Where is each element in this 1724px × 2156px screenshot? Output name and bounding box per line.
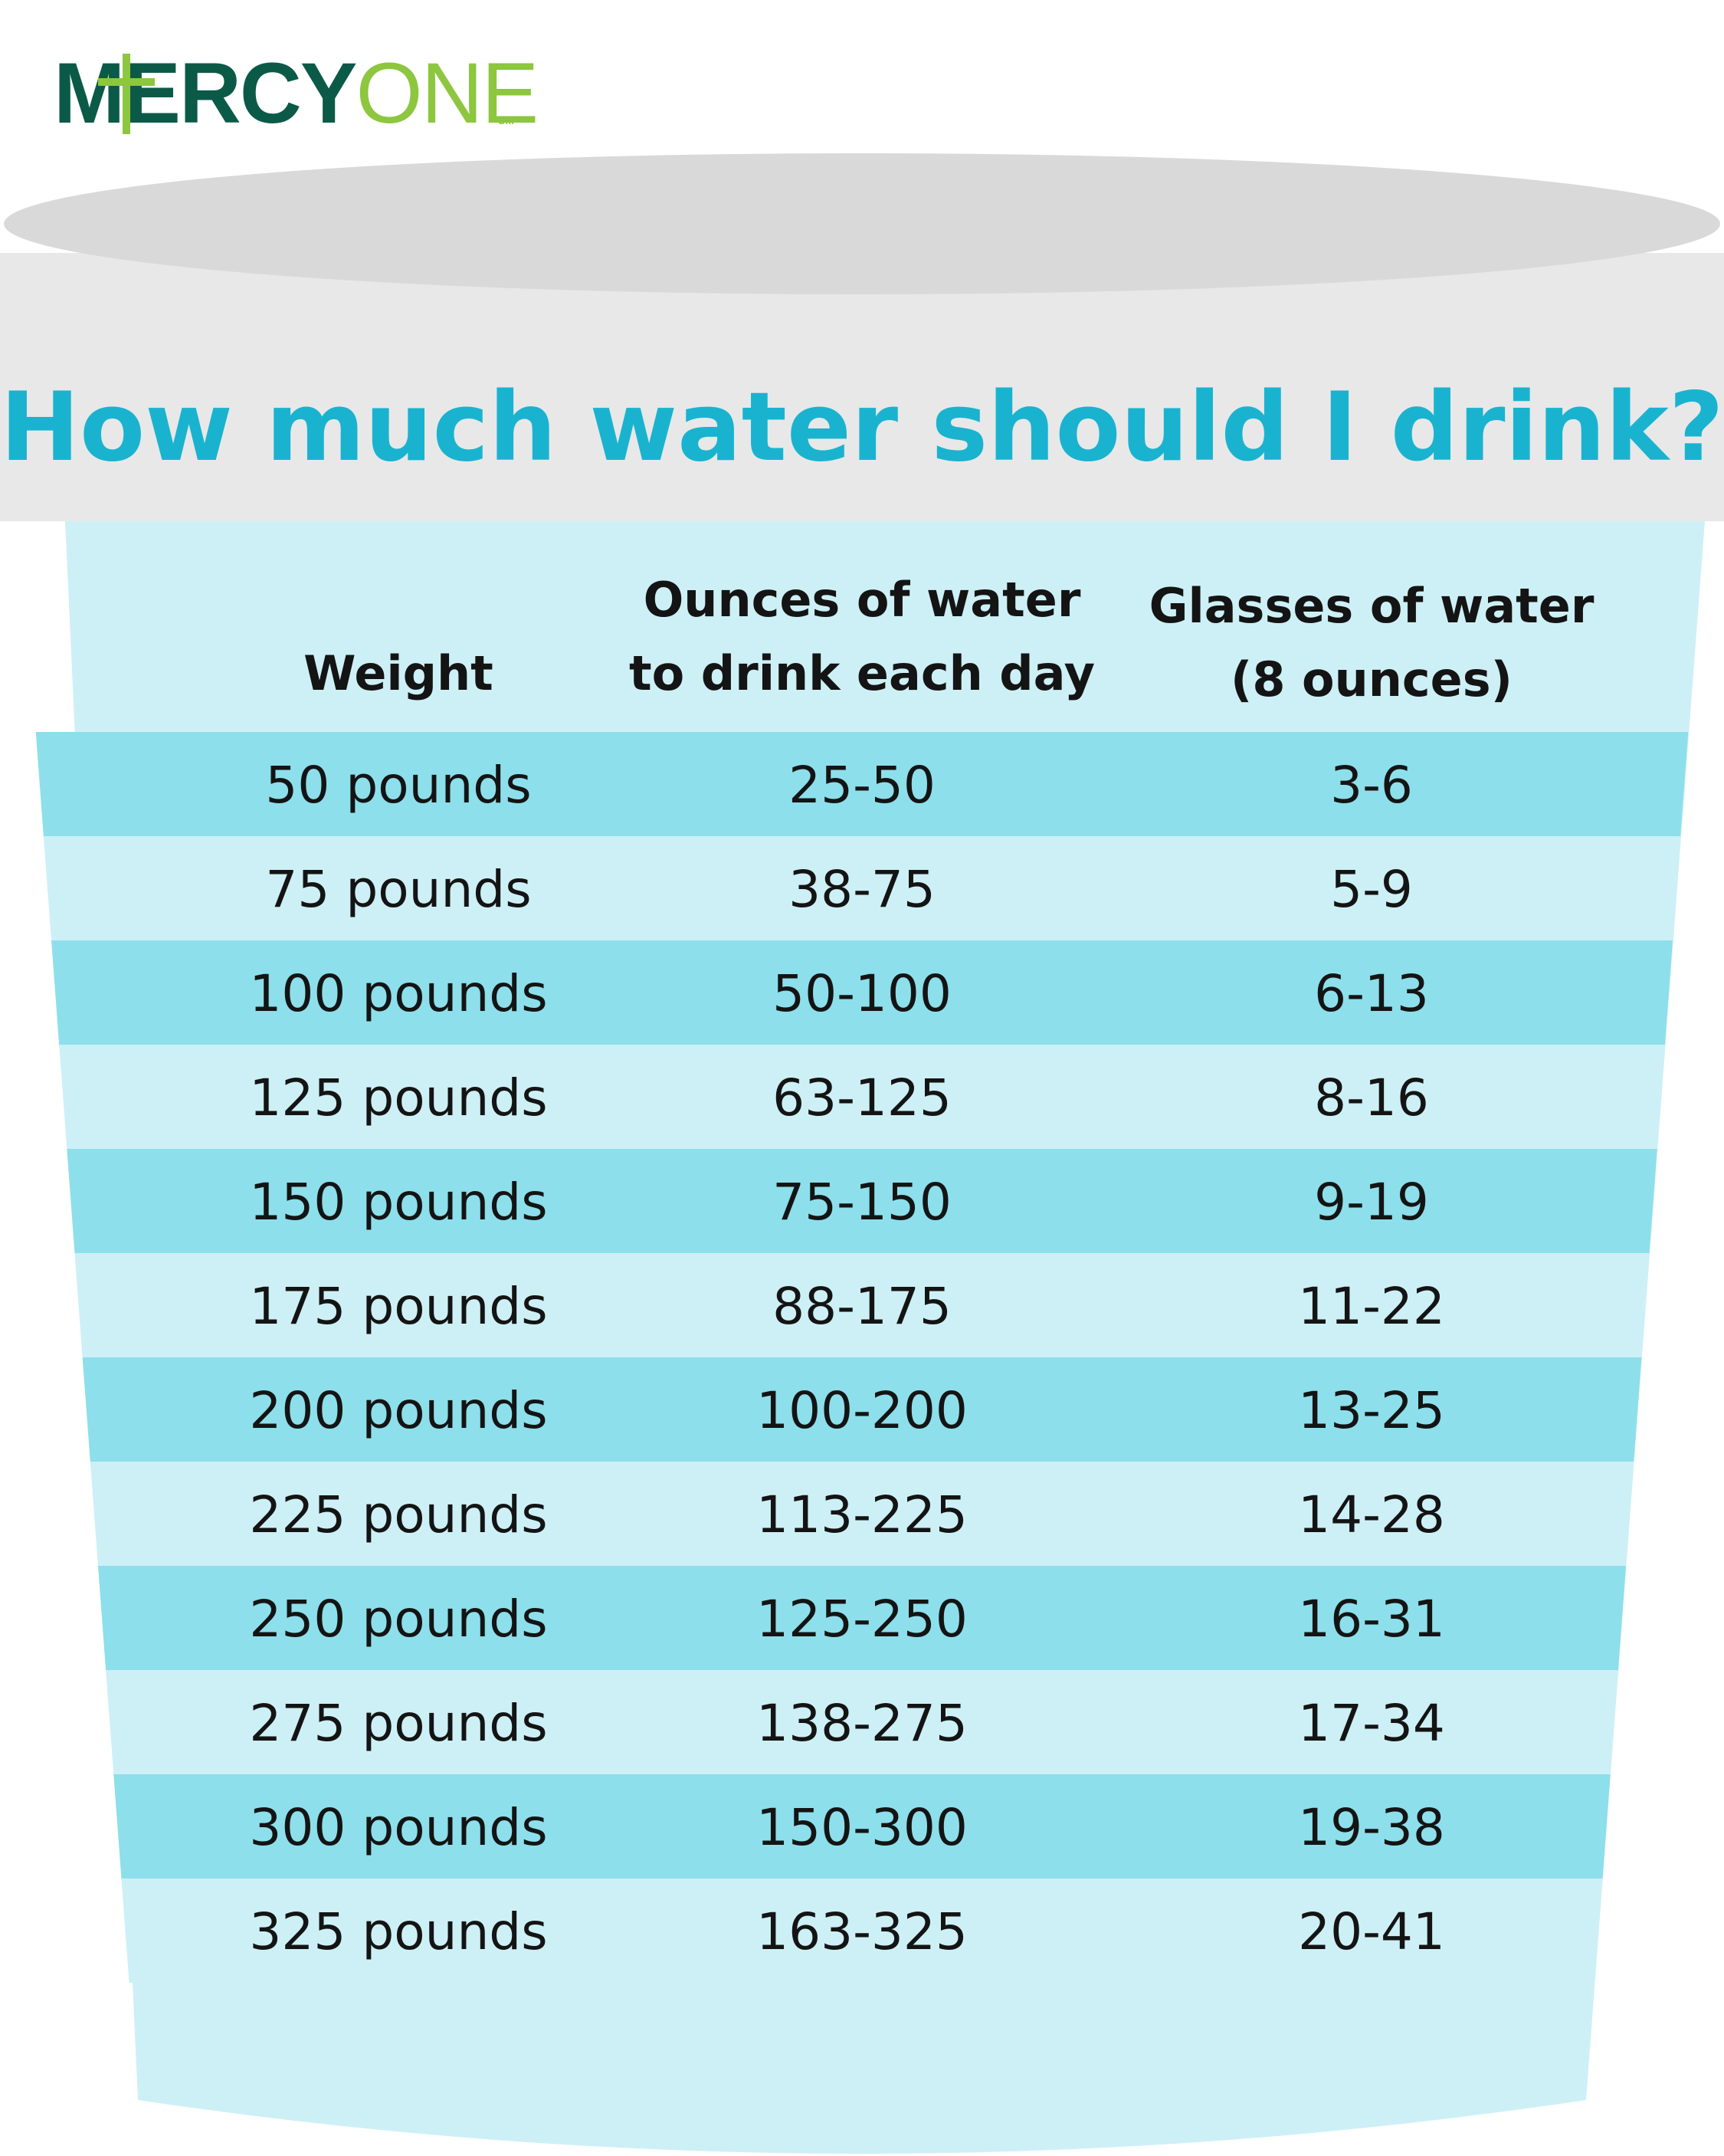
table-cell: 163-325 (756, 1902, 968, 1961)
table-cell: 100 pounds (249, 964, 547, 1023)
logo-service-mark: SM (498, 114, 514, 126)
table-cell: 25-50 (788, 756, 936, 815)
column-header: Ounces of water to drink each day (629, 572, 1095, 701)
table-cell: 20-41 (1298, 1902, 1445, 1961)
row-band (0, 1253, 1724, 1357)
table-cell: 50-100 (772, 964, 952, 1023)
table-cell: 300 pounds (249, 1798, 547, 1857)
table-row: 50 pounds 25-50 3-6 (265, 756, 1413, 815)
row-band (0, 1357, 1724, 1462)
table-cell: 14-28 (1298, 1485, 1445, 1544)
table-cell: 63-125 (772, 1068, 952, 1127)
row-band (0, 1566, 1724, 1670)
row-band (0, 1462, 1724, 1566)
table-cell: 275 pounds (249, 1694, 547, 1753)
row-band (0, 1879, 1724, 1983)
logo-text-one: ONE (356, 45, 537, 141)
logo-cross-vertical (123, 54, 130, 134)
table-row: 75 pounds 38-75 5-9 (265, 860, 1413, 919)
table-cell: 150 pounds (249, 1173, 547, 1232)
row-band (0, 1774, 1724, 1879)
logo-cross-horizontal (98, 78, 155, 86)
table-cell: 175 pounds (249, 1277, 547, 1336)
table-cell: 200 pounds (249, 1381, 547, 1440)
table-cell: 125 pounds (249, 1068, 547, 1127)
row-band (0, 1670, 1724, 1774)
table-cell: 138-275 (756, 1694, 968, 1753)
column-header: Glasses of water (8 ounces) (1149, 578, 1595, 707)
table-cell: 50 pounds (265, 756, 531, 815)
table-cell: 75 pounds (265, 860, 531, 919)
table-cell: 17-34 (1298, 1694, 1445, 1753)
glass-rim-front (0, 253, 1724, 521)
table-cell: 113-225 (756, 1485, 968, 1544)
table-cell: 3-6 (1330, 756, 1413, 815)
glass-rim-top (4, 153, 1720, 294)
glass (0, 153, 1724, 2154)
table-cell: 11-22 (1298, 1277, 1445, 1336)
table-row: 250 pounds 125-250 16-31 (249, 1590, 1444, 1649)
table-cell: 75-150 (772, 1173, 952, 1232)
table-row: 325 pounds 163-325 20-41 (249, 1902, 1444, 1961)
row-band (0, 732, 1724, 836)
table-body: 50 pounds 25-50 3-6 75 pounds 38-75 5-9 100 po… (249, 756, 1444, 1961)
table-cell: 38-75 (788, 860, 936, 919)
page-title: How much water should I drink? (0, 372, 1723, 483)
table-cell: 5-9 (1330, 860, 1413, 919)
table-cell: 250 pounds (249, 1590, 547, 1649)
table-cell: 325 pounds (249, 1902, 547, 1961)
table-row: 300 pounds 150-300 19-38 (249, 1798, 1444, 1857)
table-cell: 19-38 (1298, 1798, 1445, 1857)
table-cell: 100-200 (756, 1381, 968, 1440)
table-cell: 8-16 (1314, 1068, 1429, 1127)
table-cell: 13-25 (1298, 1381, 1445, 1440)
table-row: 225 pounds 113-225 14-28 (249, 1485, 1444, 1544)
column-header: Weight (303, 645, 493, 701)
svg-text:MERCYONE: MERCYONE (54, 45, 537, 141)
table-header: Weight Ounces of water to drink each day Gl… (303, 572, 1595, 707)
table-cell: 150-300 (756, 1798, 968, 1857)
table-cell: 88-175 (772, 1277, 952, 1336)
logo-text-mercy: MERCY (54, 45, 356, 141)
row-band (0, 836, 1724, 940)
mercyone-logo: MERCYONE SM (54, 45, 539, 141)
row-band (0, 1045, 1724, 1149)
row-band (0, 940, 1724, 1045)
row-band (0, 1149, 1724, 1253)
table-cell: 125-250 (756, 1590, 968, 1649)
row-bands (0, 732, 1724, 1983)
table-cell: 9-19 (1314, 1173, 1429, 1232)
table-row: 100 pounds 50-100 6-13 (249, 964, 1428, 1023)
table-row: 200 pounds 100-200 13-25 (249, 1381, 1444, 1440)
table-row: 150 pounds 75-150 9-19 (249, 1173, 1428, 1232)
table-cell: 16-31 (1298, 1590, 1445, 1649)
table-row: 125 pounds 63-125 8-16 (249, 1068, 1428, 1127)
table-row: 275 pounds 138-275 17-34 (249, 1694, 1444, 1753)
table-cell: 225 pounds (249, 1485, 547, 1544)
table-row: 175 pounds 88-175 11-22 (249, 1277, 1444, 1336)
table-cell: 6-13 (1314, 964, 1429, 1023)
